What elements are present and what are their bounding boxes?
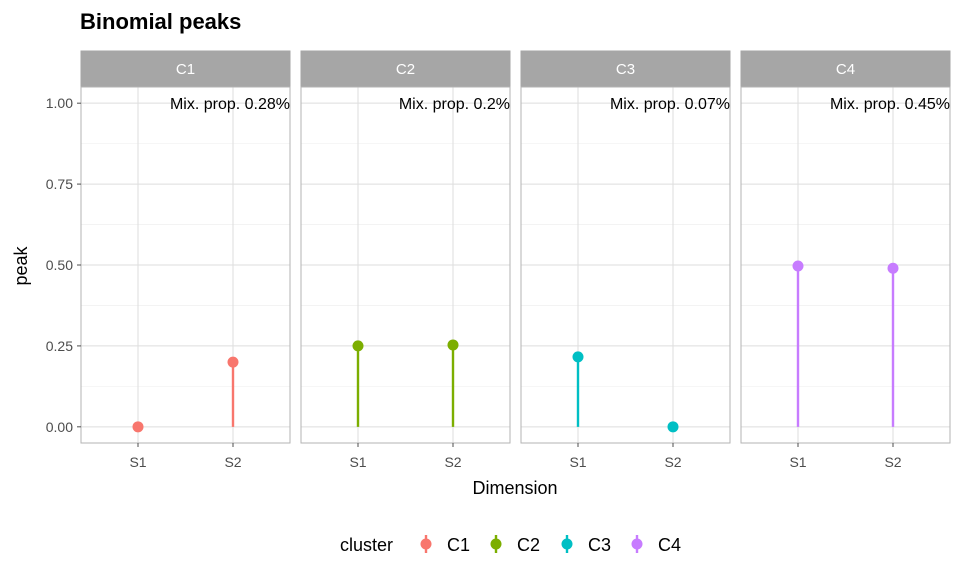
legend-label: C2: [517, 535, 540, 555]
peak-point: [792, 260, 804, 272]
mixing-proportion-label: Mix. prop. 0.45%: [830, 96, 950, 113]
y-axis: 0.00 0.25 0.50 0.75 1.00: [46, 95, 81, 435]
legend-item-c1: C1: [420, 535, 470, 555]
y-axis-title: peak: [11, 245, 31, 285]
legend-key-point: [420, 538, 432, 550]
mixing-proportion-label: Mix. prop. 0.28%: [170, 96, 290, 113]
panel-border: [300, 86, 511, 444]
y-tick-label: 1.00: [46, 95, 73, 111]
peak-point: [132, 421, 144, 433]
y-tick-label: 0.50: [46, 257, 73, 273]
panel-c2: C2 Mix. prop. 0.2% S1 S2: [300, 50, 511, 470]
x-tick-label: S1: [569, 454, 586, 470]
y-tick-label: 0.25: [46, 338, 73, 354]
legend-key-point: [561, 538, 573, 550]
peak-point: [447, 339, 459, 351]
strip-label: C2: [396, 61, 415, 78]
legend-label: C4: [658, 535, 681, 555]
peak-point: [572, 351, 584, 363]
strip-c2: [300, 50, 511, 88]
panels: C1 Mix. prop. 0.28% S1 S2 C2 Mix. prop. 0.2% S…: [80, 50, 951, 470]
peak-point: [667, 421, 679, 433]
x-tick-label: S2: [224, 454, 241, 470]
panel-border: [520, 86, 731, 444]
x-tick-label: S2: [884, 454, 901, 470]
panel-c3: C3 Mix. prop. 0.07% S1 S2: [520, 50, 731, 470]
x-tick-label: S1: [129, 454, 146, 470]
legend-label: C3: [588, 535, 611, 555]
strip-label: C1: [176, 61, 195, 78]
peak-point: [887, 262, 899, 274]
y-tick-label: 0.75: [46, 176, 73, 192]
chart-title: Binomial peaks: [80, 9, 241, 34]
peak-point: [227, 356, 239, 368]
y-tick-label: 0.00: [46, 419, 73, 435]
legend-item-c4: C4: [631, 535, 681, 555]
legend-item-c2: C2: [490, 535, 540, 555]
strip-label: C3: [616, 61, 635, 78]
x-tick-label: S2: [444, 454, 461, 470]
mixing-proportion-label: Mix. prop. 0.2%: [399, 96, 510, 113]
legend-item-c3: C3: [561, 535, 611, 555]
legend-key-point: [631, 538, 643, 550]
panel-border: [740, 86, 951, 444]
legend-title: cluster: [340, 535, 393, 555]
legend-key-point: [490, 538, 502, 550]
strip-c4: [740, 50, 951, 88]
strip-c1: [80, 50, 291, 88]
strip-label: C4: [836, 61, 855, 78]
x-tick-label: S1: [349, 454, 366, 470]
x-axis-title: Dimension: [472, 478, 557, 498]
legend-label: C1: [447, 535, 470, 555]
peak-point: [352, 340, 364, 352]
panel-c1: C1 Mix. prop. 0.28% S1 S2: [80, 50, 291, 470]
legend: cluster C1 C2 C3 C4: [340, 535, 681, 555]
panel-c4: C4 Mix. prop. 0.45% S1 S2: [740, 50, 951, 470]
x-tick-label: S1: [789, 454, 806, 470]
x-tick-label: S2: [664, 454, 681, 470]
mixing-proportion-label: Mix. prop. 0.07%: [610, 96, 730, 113]
